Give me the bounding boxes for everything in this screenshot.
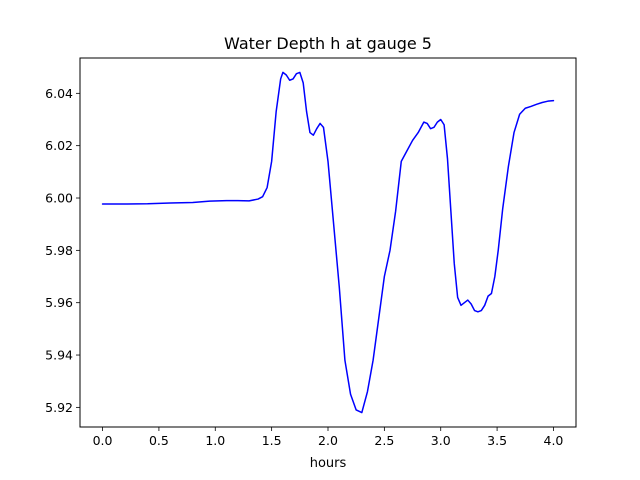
x-tick-label: 2.5	[374, 433, 394, 448]
x-tick-label: 1.0	[205, 433, 225, 448]
x-tick-label: 2.0	[318, 433, 338, 448]
axes-frame	[79, 57, 577, 428]
series-line-0	[101, 71, 555, 414]
chart-title: Water Depth h at gauge 5	[224, 34, 432, 53]
plot-area	[101, 71, 555, 414]
x-tick-label: 1.5	[262, 433, 282, 448]
x-tick-label: 3.5	[487, 433, 507, 448]
x-tick-label: 4.0	[544, 433, 564, 448]
x-axis-label: hours	[310, 456, 347, 471]
y-tick-label: 6.02	[45, 138, 73, 153]
y-tick-label: 5.94	[45, 348, 73, 363]
y-tick-label: 5.96	[45, 295, 73, 310]
y-tick-label: 6.00	[45, 191, 73, 206]
y-axis: 5.92 5.94 5.96 5.98 6.00 6.02 6.04	[45, 86, 80, 415]
x-axis: 0.0 0.5 1.0 1.5 2.0 2.5 3.0 3.5 4.0	[93, 427, 564, 448]
x-tick-label: 0.5	[149, 433, 169, 448]
y-tick-label: 6.04	[45, 86, 73, 101]
y-tick-label: 5.92	[45, 400, 73, 415]
x-tick-label: 0.0	[93, 433, 113, 448]
x-tick-label: 3.0	[431, 433, 451, 448]
y-tick-label: 5.98	[45, 243, 73, 258]
